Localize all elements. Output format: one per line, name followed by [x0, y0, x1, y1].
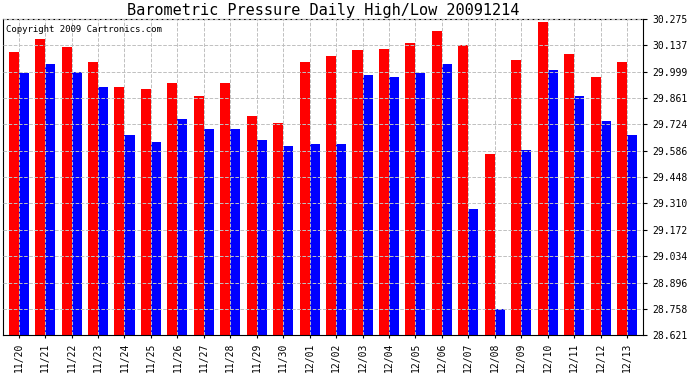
Bar: [98, 87, 108, 335]
Text: Copyright 2009 Cartronics.com: Copyright 2009 Cartronics.com: [6, 25, 162, 34]
Bar: [88, 62, 98, 335]
Bar: [548, 70, 558, 335]
Bar: [511, 60, 521, 335]
Bar: [151, 142, 161, 335]
Bar: [469, 209, 478, 335]
Bar: [299, 62, 310, 335]
Bar: [283, 146, 293, 335]
Bar: [415, 74, 426, 335]
Bar: [564, 54, 574, 335]
Bar: [627, 135, 637, 335]
Bar: [574, 96, 584, 335]
Bar: [247, 116, 257, 335]
Bar: [35, 39, 45, 335]
Bar: [194, 96, 204, 335]
Bar: [257, 140, 267, 335]
Bar: [167, 83, 177, 335]
Bar: [326, 56, 336, 335]
Bar: [310, 144, 319, 335]
Bar: [406, 43, 415, 335]
Bar: [379, 49, 389, 335]
Bar: [45, 64, 55, 335]
Bar: [591, 77, 600, 335]
Bar: [115, 87, 124, 335]
Bar: [432, 32, 442, 335]
Bar: [362, 75, 373, 335]
Bar: [495, 309, 505, 335]
Bar: [177, 119, 188, 335]
Bar: [336, 144, 346, 335]
Bar: [72, 72, 81, 335]
Bar: [273, 123, 283, 335]
Bar: [204, 129, 214, 335]
Bar: [8, 53, 19, 335]
Bar: [61, 46, 72, 335]
Bar: [600, 121, 611, 335]
Bar: [521, 150, 531, 335]
Bar: [442, 64, 452, 335]
Bar: [141, 89, 151, 335]
Bar: [19, 74, 29, 335]
Bar: [538, 22, 548, 335]
Bar: [458, 45, 469, 335]
Bar: [353, 51, 362, 335]
Bar: [124, 135, 135, 335]
Bar: [220, 83, 230, 335]
Bar: [230, 129, 240, 335]
Bar: [389, 77, 399, 335]
Title: Barometric Pressure Daily High/Low 20091214: Barometric Pressure Daily High/Low 20091…: [127, 3, 519, 18]
Bar: [485, 154, 495, 335]
Bar: [617, 62, 627, 335]
